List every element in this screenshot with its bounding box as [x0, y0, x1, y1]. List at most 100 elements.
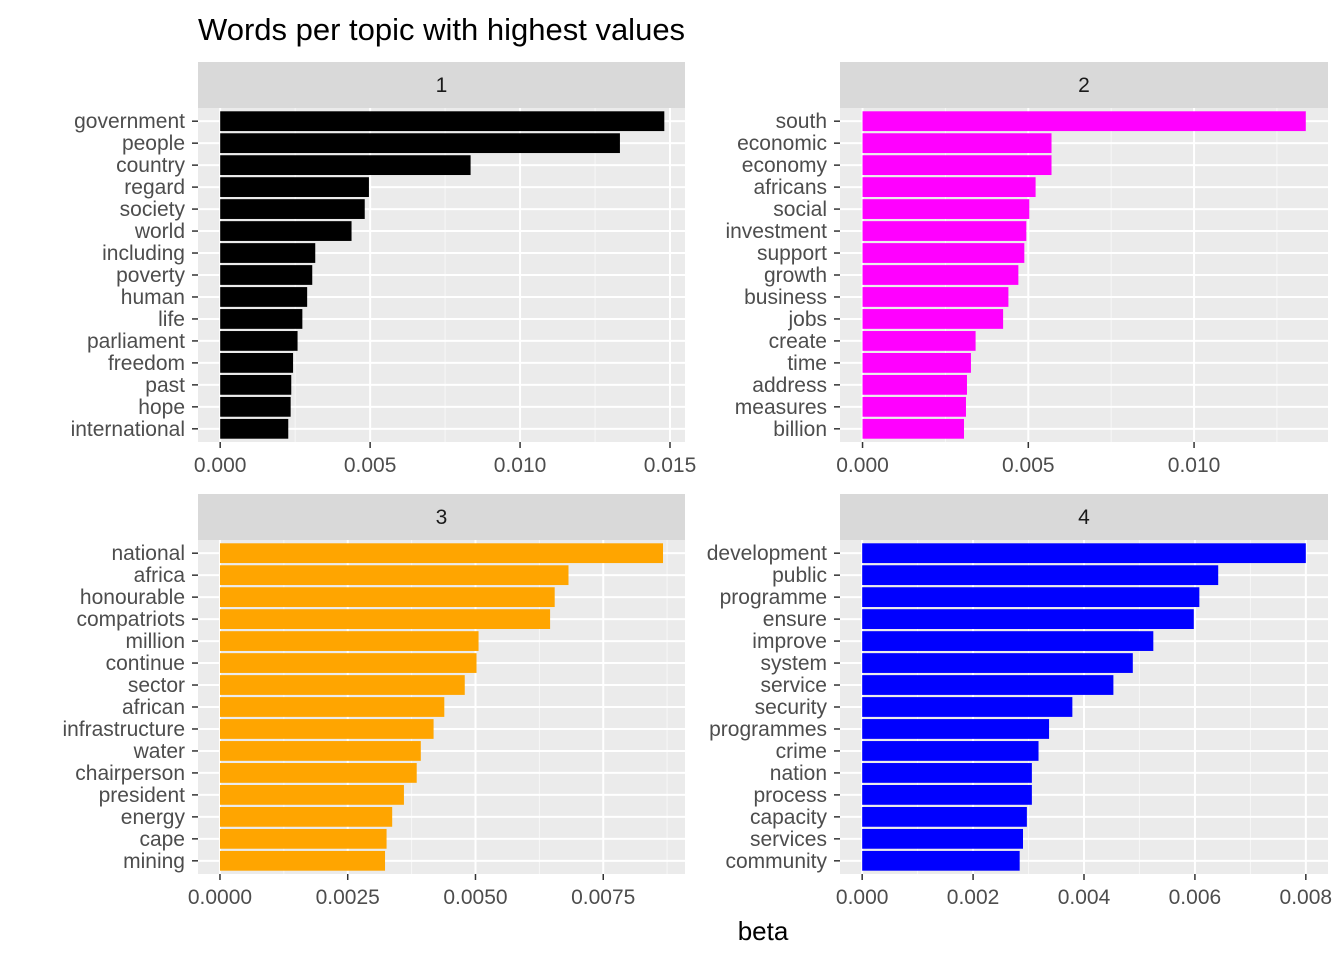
bar-address	[862, 374, 967, 395]
category-label: water	[133, 740, 185, 763]
category-label: country	[116, 154, 185, 177]
category-label: south	[776, 110, 827, 133]
bar-infrastructure	[219, 719, 434, 739]
category-label: life	[158, 308, 185, 331]
bar-regard	[220, 177, 369, 197]
category-label: parliament	[87, 330, 185, 353]
bar-south	[862, 111, 1306, 132]
category-label: process	[753, 784, 827, 807]
bar-africa	[219, 565, 569, 586]
category-label: world	[134, 220, 185, 243]
category-label: system	[760, 652, 827, 675]
bar-public	[862, 565, 1219, 586]
category-label: mining	[123, 850, 185, 873]
category-label: programme	[720, 586, 827, 609]
category-label: jobs	[787, 308, 827, 331]
bar-programme	[862, 587, 1200, 608]
category-label: capacity	[750, 806, 828, 829]
category-label: investment	[725, 220, 827, 243]
bar-ensure	[862, 609, 1194, 629]
facet-strip-label: 1	[436, 74, 448, 97]
bar-including	[220, 243, 316, 263]
chart-title: Words per topic with highest values	[198, 12, 685, 47]
bar-investment	[862, 221, 1027, 241]
category-label: hope	[138, 396, 185, 419]
bar-international	[220, 418, 289, 439]
category-label: regard	[124, 176, 185, 199]
x-tick-label: 0.0000	[188, 886, 252, 909]
bar-support	[862, 243, 1025, 263]
bar-life	[220, 309, 303, 329]
bar-social	[862, 199, 1030, 219]
category-label: address	[752, 374, 827, 397]
category-label: sector	[128, 674, 185, 697]
bar-compatriots	[219, 609, 551, 629]
category-label: people	[122, 132, 185, 155]
category-label: billion	[773, 418, 827, 441]
bar-capacity	[862, 806, 1027, 827]
bar-world	[220, 221, 352, 241]
bar-continue	[219, 653, 477, 673]
x-tick-label: 0.015	[644, 454, 697, 477]
category-label: economy	[742, 154, 828, 177]
category-label: million	[125, 630, 185, 653]
bar-africans	[862, 177, 1036, 197]
bar-security	[862, 697, 1073, 717]
bar-water	[219, 741, 421, 761]
x-tick-label: 0.004	[1058, 886, 1111, 909]
bar-government	[220, 111, 665, 132]
x-tick-label: 0.000	[194, 454, 247, 477]
category-label: including	[102, 242, 185, 265]
bar-energy	[219, 806, 393, 827]
facet-strip	[840, 62, 1328, 108]
category-label: cape	[139, 828, 185, 851]
category-label: crime	[776, 740, 827, 763]
bar-past	[220, 374, 292, 395]
bar-improve	[862, 631, 1154, 651]
category-label: continue	[106, 652, 185, 675]
x-tick-label: 0.010	[494, 454, 547, 477]
x-tick-label: 0.010	[1168, 454, 1221, 477]
bar-measures	[862, 396, 966, 417]
facet-panel-3: 3 nationalafricahonourablecompatriotsmill…	[62, 494, 685, 909]
bar-president	[219, 785, 404, 805]
category-label: improve	[752, 630, 827, 653]
bar-human	[220, 287, 308, 307]
category-label: chairperson	[75, 762, 185, 785]
x-tick-label: 0.000	[836, 454, 889, 477]
category-label: service	[760, 674, 827, 697]
bar-african	[219, 697, 445, 717]
bar-mining	[219, 850, 386, 871]
bar-honourable	[219, 587, 555, 608]
bar-freedom	[220, 353, 294, 373]
category-label: ensure	[763, 608, 827, 631]
bar-country	[220, 155, 471, 176]
category-label: growth	[764, 264, 827, 287]
category-label: energy	[121, 806, 186, 829]
category-label: society	[120, 198, 186, 221]
category-label: government	[74, 110, 185, 133]
category-label: social	[773, 198, 827, 221]
x-tick-label: 0.006	[1169, 886, 1222, 909]
facet-strip-label: 2	[1078, 74, 1090, 97]
bar-society	[220, 199, 365, 219]
bar-billion	[862, 418, 964, 439]
category-label: honourable	[80, 586, 185, 609]
category-label: create	[769, 330, 827, 353]
category-label: measures	[735, 396, 827, 419]
bar-crime	[862, 741, 1039, 761]
category-label: support	[757, 242, 827, 265]
category-label: programmes	[709, 718, 827, 741]
category-label: human	[121, 286, 185, 309]
x-tick-label: 0.002	[947, 886, 1000, 909]
category-label: security	[755, 696, 828, 719]
category-label: time	[787, 352, 827, 375]
facet-strip-label: 3	[436, 506, 448, 529]
x-tick-label: 0.005	[1002, 454, 1055, 477]
facet-panel-2: 2 southeconomiceconomyafricanssocialinves…	[725, 62, 1328, 477]
category-label: international	[71, 418, 185, 441]
category-label: freedom	[108, 352, 185, 375]
facet-strip	[198, 494, 685, 540]
bar-parliament	[220, 331, 298, 351]
category-label: nation	[770, 762, 827, 785]
